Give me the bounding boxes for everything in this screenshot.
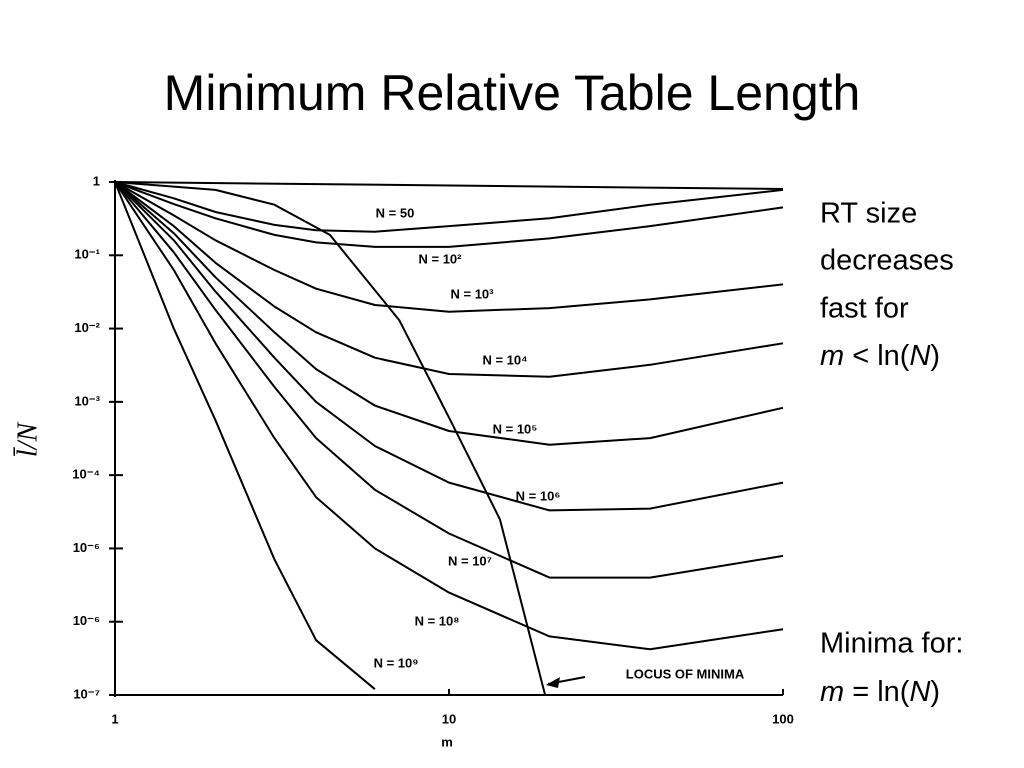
series-line — [114, 181, 784, 313]
y-tick-label: 10⁻⁶ — [73, 613, 100, 628]
series-line — [114, 181, 784, 512]
formula-part: ) — [930, 676, 940, 708]
series-label: N = 50 — [376, 205, 415, 220]
x-tick-label: 100 — [772, 711, 794, 726]
series-label: N = 10⁹ — [374, 655, 419, 670]
x-tick-label: 10 — [442, 711, 456, 726]
series-label: N = 10⁷ — [448, 553, 492, 568]
formula-part: ) — [930, 340, 940, 372]
y-tick-label: 10⁻¹ — [74, 247, 100, 262]
formula-part: < ln( — [844, 340, 910, 372]
formula-part: m — [820, 340, 844, 372]
side-formula: m = ln(N) — [820, 676, 940, 708]
side-note: fast for — [820, 293, 909, 325]
series-label: N = 10⁵ — [493, 421, 538, 436]
series-line — [114, 181, 784, 579]
series-line — [114, 181, 784, 233]
series-label: N = 10² — [419, 251, 463, 266]
y-tick-label: 10⁻⁴ — [72, 467, 100, 482]
side-note: Minima for: — [820, 628, 963, 660]
x-axis-label: m — [441, 734, 453, 749]
series-line — [114, 181, 784, 446]
series-line — [114, 181, 376, 690]
series-label: N = 10⁴ — [482, 352, 527, 367]
series-label: LOCUS OF MINIMA — [626, 666, 745, 681]
y-axis-label: l̄/N — [12, 422, 43, 458]
locus-arrowhead — [546, 677, 560, 688]
formula-part: m — [820, 676, 844, 708]
side-formula: m < ln(N) — [820, 340, 940, 372]
y-tick-label: 10⁻² — [74, 320, 100, 335]
series-line — [114, 181, 784, 378]
series-label: N = 10³ — [451, 286, 495, 301]
formula-part: = ln( — [844, 676, 910, 708]
series-line — [114, 181, 784, 248]
series-label: N = 10⁶ — [516, 488, 561, 503]
side-note: RT size — [820, 198, 917, 230]
formula-part: N — [909, 676, 930, 708]
y-tick-label: 10⁻³ — [74, 393, 100, 408]
y-tick-label: 10⁻⁶ — [73, 540, 100, 555]
series-label: N = 10⁸ — [415, 613, 460, 628]
series-line — [114, 181, 547, 696]
side-note: decreases — [820, 245, 954, 277]
x-tick-label: 1 — [111, 711, 118, 726]
formula-part: N — [909, 340, 930, 372]
slide-title: Minimum Relative Table Length — [164, 65, 861, 121]
y-tick-label: 1 — [93, 173, 100, 188]
y-tick-label: 10⁻⁷ — [73, 686, 100, 701]
series-line — [114, 181, 784, 651]
